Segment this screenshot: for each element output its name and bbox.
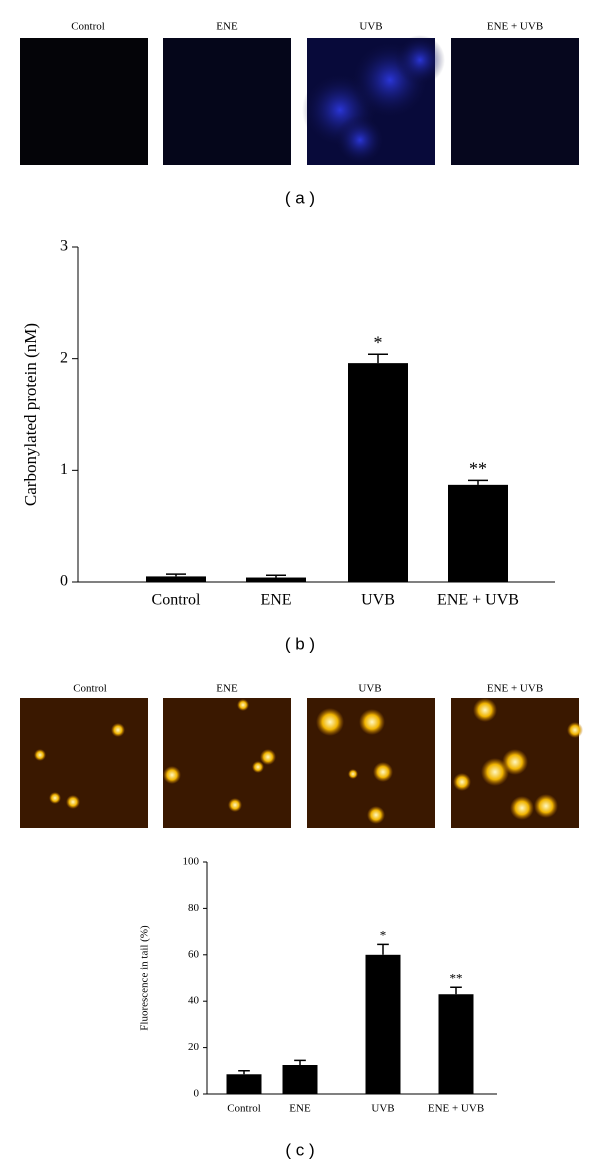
bar	[448, 484, 508, 582]
error-bar	[294, 1059, 306, 1065]
image-label: ENE	[216, 683, 238, 695]
significance: *	[374, 332, 383, 352]
y-axis-label: Fluorescence in tail (%)	[139, 925, 151, 1031]
error-bar	[468, 479, 488, 485]
image	[302, 35, 445, 165]
caption: ( c )	[285, 1140, 314, 1159]
y-tick-label: 3	[60, 238, 68, 255]
image-label: Control	[71, 21, 105, 33]
y-tick-label: 80	[188, 902, 200, 914]
error-bar	[238, 1070, 250, 1075]
bar	[146, 576, 206, 582]
bar	[438, 994, 474, 1094]
error-bar	[368, 353, 388, 364]
error-bar	[166, 573, 186, 577]
significance: *	[380, 927, 387, 942]
x-tick-label: UVB	[361, 592, 395, 609]
image	[20, 38, 148, 165]
x-tick-label: ENE + UVB	[428, 1103, 484, 1115]
bar	[348, 363, 408, 582]
image	[163, 698, 291, 828]
y-tick-label: 1	[60, 461, 68, 478]
y-tick-label: 60	[188, 948, 200, 960]
error-bar	[450, 986, 462, 995]
x-tick-label: ENE + UVB	[437, 592, 519, 609]
y-tick-label: 2	[60, 349, 68, 366]
y-tick-label: 20	[188, 1041, 200, 1053]
image-label: ENE + UVB	[487, 21, 543, 33]
error-bar	[266, 574, 286, 578]
image	[451, 38, 579, 165]
image-label: UVB	[358, 683, 381, 695]
caption: ( a )	[285, 188, 315, 207]
x-tick-label: Control	[227, 1103, 261, 1115]
y-tick-label: 0	[60, 573, 68, 590]
x-tick-label: ENE	[289, 1103, 311, 1115]
y-axis-label: Carbonylated protein (nM)	[21, 323, 40, 506]
image	[307, 698, 435, 828]
image	[20, 698, 148, 828]
x-tick-label: ENE	[260, 592, 291, 609]
x-tick-label: Control	[152, 592, 201, 609]
image	[451, 698, 583, 828]
error-bar	[377, 943, 389, 955]
bar	[226, 1074, 262, 1094]
significance: **	[450, 970, 463, 985]
image	[163, 38, 291, 165]
image-label: Control	[73, 683, 107, 695]
image-label: UVB	[359, 21, 382, 33]
bar	[282, 1065, 318, 1094]
y-tick-label: 0	[194, 1088, 200, 1100]
bar	[365, 954, 401, 1094]
x-tick-label: UVB	[371, 1103, 394, 1115]
y-tick-label: 40	[188, 995, 200, 1007]
bar	[246, 577, 306, 582]
caption: ( b )	[285, 634, 315, 653]
y-tick-label: 100	[183, 856, 200, 868]
image-label: ENE + UVB	[487, 683, 543, 695]
image-label: ENE	[216, 21, 238, 33]
significance: **	[469, 459, 487, 479]
